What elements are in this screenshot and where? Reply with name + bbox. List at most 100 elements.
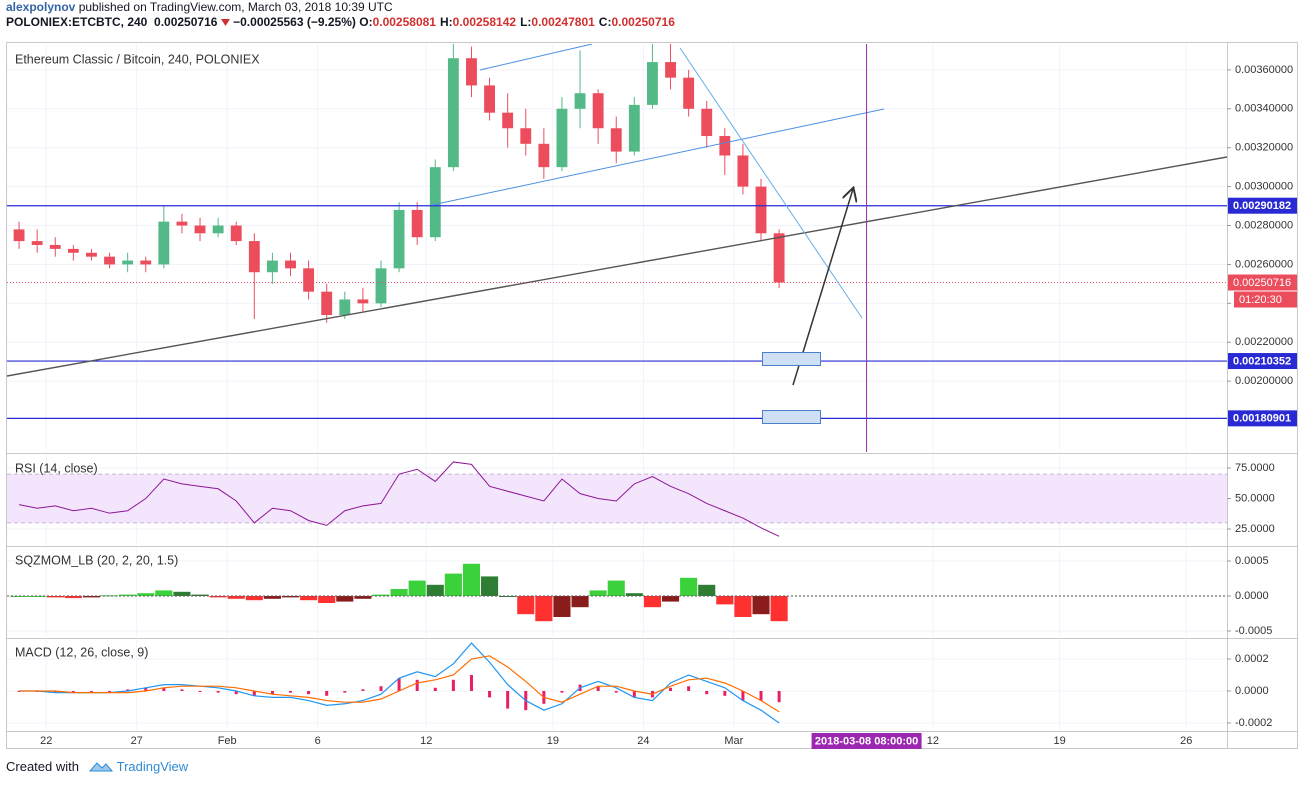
candle-body xyxy=(592,93,604,129)
macd-histogram-bar xyxy=(397,678,401,691)
y-tick-label: 0.0000 xyxy=(1235,590,1269,602)
momentum-bar xyxy=(155,590,173,596)
candle-body xyxy=(574,93,586,109)
macd-line xyxy=(19,655,780,713)
ohlc-label: O: xyxy=(359,15,373,29)
momentum-bar xyxy=(227,595,245,599)
level-label: 0.00180901 xyxy=(1233,413,1291,425)
momentum-bar xyxy=(643,595,661,608)
countdown: 01:20:30 xyxy=(1239,294,1282,306)
x-tick-label: 27 xyxy=(131,735,143,747)
last-price-label: 0.00250716 xyxy=(1233,277,1291,289)
y-tick-label: 50.0000 xyxy=(1235,492,1275,504)
candle-body xyxy=(484,85,495,113)
pane-title: MACD (12, 26, close, 9) xyxy=(15,645,148,659)
momentum-bar xyxy=(82,595,100,598)
candle-body xyxy=(737,155,749,187)
y-tick-label: 0.00260000 xyxy=(1235,258,1293,270)
drawings xyxy=(7,44,1227,424)
ohlc-label: C: xyxy=(598,15,612,29)
macd-histogram-bar xyxy=(270,690,274,695)
momentum-bar xyxy=(300,595,318,601)
x-tick-label: 24 xyxy=(637,735,649,747)
macd-histogram-bar xyxy=(361,689,365,691)
level-label: 0.00290182 xyxy=(1233,200,1291,212)
candle-body xyxy=(285,260,296,269)
ohlc-value: 0.00258142 xyxy=(452,15,517,29)
momentum-bar xyxy=(354,595,372,599)
momentum-bar xyxy=(571,595,589,608)
macd-histogram-bar xyxy=(469,675,473,691)
ohlc-label: L: xyxy=(520,15,532,29)
momentum-bar xyxy=(770,595,788,622)
candle-body xyxy=(502,112,514,129)
macd-line xyxy=(19,642,780,724)
y-tick-label: 0.0002 xyxy=(1235,653,1269,665)
momentum-bar xyxy=(462,563,481,596)
ohlc-value: 0.00247801 xyxy=(531,15,595,29)
candle-body xyxy=(140,260,152,265)
momentum-bar xyxy=(100,595,119,597)
pane-title: Ethereum Classic / Bitcoin, 240, POLONIE… xyxy=(15,52,260,66)
candle-body xyxy=(683,77,695,109)
candle-body xyxy=(339,299,351,316)
macd-histogram-bar xyxy=(325,690,329,696)
momentum-bar xyxy=(119,594,137,596)
candle-body xyxy=(31,241,43,245)
marker-label-bg xyxy=(811,733,922,749)
quote-line: POLONIEX:ETCBTC, 240 0.00250716 −0.00025… xyxy=(6,15,679,30)
trend-line xyxy=(431,108,885,206)
candle-body xyxy=(773,233,785,283)
momentum-bar xyxy=(661,595,680,602)
pane-title: RSI (14, close) xyxy=(15,461,98,475)
chart: 0.002000000.002200000.002400000.00260000… xyxy=(6,42,1298,749)
x-tick-label: 12 xyxy=(927,735,939,747)
y-tick-label: 0.00280000 xyxy=(1235,219,1293,231)
macd-histogram-bar xyxy=(216,690,220,693)
frame xyxy=(6,42,1298,749)
momentum-bar xyxy=(589,590,607,596)
candle-body xyxy=(194,225,206,234)
momentum-bar xyxy=(173,591,191,596)
momentum-bar xyxy=(336,595,354,602)
macd-histogram-bar xyxy=(53,690,57,693)
down-icon xyxy=(220,19,230,26)
y-tick-label: 0.0005 xyxy=(1235,555,1269,567)
y-tick-label: 0.0000 xyxy=(1235,685,1269,697)
y-tick-label: 0.00360000 xyxy=(1235,64,1293,76)
momentum-bar xyxy=(372,594,390,596)
sqzmom-pane xyxy=(7,548,1227,637)
momentum-bar xyxy=(553,595,571,617)
candle-body xyxy=(447,58,459,168)
candle-body xyxy=(212,225,224,234)
footer-text: Created with xyxy=(6,759,79,774)
momentum-bar xyxy=(64,595,82,599)
trend-line xyxy=(679,47,863,319)
macd-histogram-bar xyxy=(506,690,510,709)
candle-body xyxy=(411,209,423,238)
candle-body xyxy=(520,128,532,144)
macd-histogram-bar xyxy=(343,690,347,693)
candle-body xyxy=(248,241,260,273)
x-tick-label: 22 xyxy=(40,735,52,747)
macd-histogram-bar xyxy=(234,690,238,695)
macd-histogram-bar xyxy=(108,690,112,692)
macd-histogram-bar xyxy=(632,690,636,698)
y-tick-label: -0.0005 xyxy=(1235,625,1272,637)
momentum-bar xyxy=(444,573,462,596)
candle-body xyxy=(610,128,622,152)
rsi-band xyxy=(7,474,1227,523)
macd-histogram-bar xyxy=(144,687,148,691)
macd-histogram-bar xyxy=(741,690,745,701)
brand[interactable]: TradingView xyxy=(116,759,189,774)
macd-histogram-bar xyxy=(252,690,256,696)
momentum-bar xyxy=(698,584,716,596)
candle-body xyxy=(122,260,134,265)
candle-body xyxy=(393,209,405,269)
y-tick-label: 0.00320000 xyxy=(1235,142,1293,154)
x-tick-label: Mar xyxy=(724,735,743,747)
candle-body xyxy=(647,62,658,105)
candle-body xyxy=(266,260,278,273)
